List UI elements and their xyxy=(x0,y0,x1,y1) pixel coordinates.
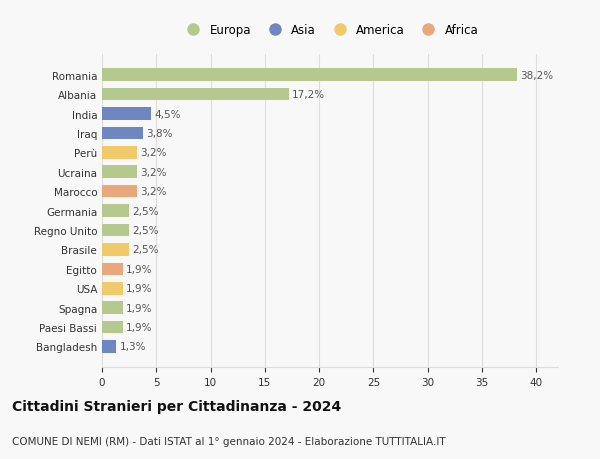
Text: 3,2%: 3,2% xyxy=(140,168,167,177)
Legend: Europa, Asia, America, Africa: Europa, Asia, America, Africa xyxy=(178,20,482,40)
Bar xyxy=(102,166,137,179)
Text: Cittadini Stranieri per Cittadinanza - 2024: Cittadini Stranieri per Cittadinanza - 2… xyxy=(12,399,341,413)
Bar xyxy=(102,282,122,295)
Text: 1,9%: 1,9% xyxy=(126,264,152,274)
Text: 3,2%: 3,2% xyxy=(140,187,167,197)
Text: 1,9%: 1,9% xyxy=(126,303,152,313)
Bar xyxy=(102,244,129,256)
Text: 3,2%: 3,2% xyxy=(140,148,167,158)
Bar xyxy=(102,302,122,314)
Bar xyxy=(102,127,143,140)
Bar xyxy=(102,224,129,237)
Text: 38,2%: 38,2% xyxy=(520,71,553,80)
Text: 1,3%: 1,3% xyxy=(119,342,146,352)
Text: 1,9%: 1,9% xyxy=(126,284,152,294)
Bar xyxy=(102,185,137,198)
Text: 3,8%: 3,8% xyxy=(146,129,173,139)
Bar xyxy=(102,341,116,353)
Bar xyxy=(102,147,137,159)
Text: 2,5%: 2,5% xyxy=(133,245,159,255)
Bar xyxy=(102,69,517,82)
Text: 2,5%: 2,5% xyxy=(133,225,159,235)
Text: 2,5%: 2,5% xyxy=(133,206,159,216)
Bar xyxy=(102,321,122,334)
Bar xyxy=(102,205,129,218)
Text: 17,2%: 17,2% xyxy=(292,90,325,100)
Text: 4,5%: 4,5% xyxy=(154,109,181,119)
Bar xyxy=(102,89,289,101)
Bar xyxy=(102,108,151,121)
Text: COMUNE DI NEMI (RM) - Dati ISTAT al 1° gennaio 2024 - Elaborazione TUTTITALIA.IT: COMUNE DI NEMI (RM) - Dati ISTAT al 1° g… xyxy=(12,436,446,446)
Text: 1,9%: 1,9% xyxy=(126,322,152,332)
Bar xyxy=(102,263,122,275)
